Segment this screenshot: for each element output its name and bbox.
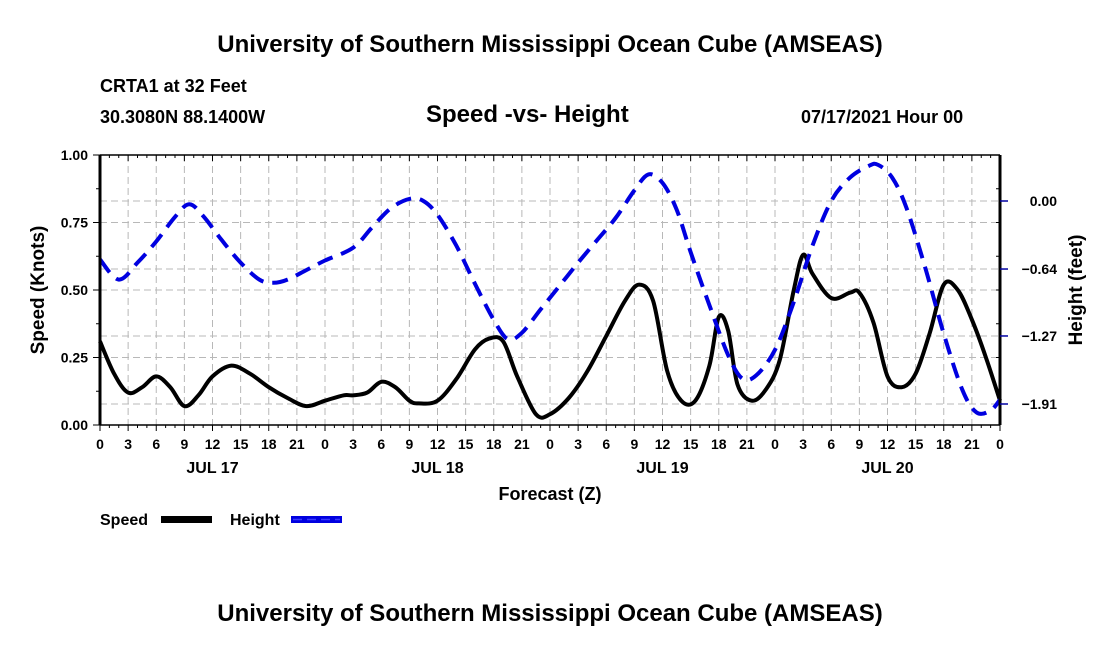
x-tick-label: 9 — [405, 436, 413, 452]
x-day-label: JUL 19 — [636, 460, 688, 477]
series-layer — [98, 161, 1002, 420]
y2-axis-title: Height (feet) — [1066, 235, 1087, 346]
y-tick-label: 0.25 — [61, 350, 88, 366]
y2-tick-label: −1.27 — [1022, 328, 1058, 344]
x-tick-label: 0 — [771, 436, 779, 452]
axes — [93, 154, 1008, 431]
x-tick-label: 12 — [430, 436, 446, 452]
x-tick-label: 15 — [458, 436, 474, 452]
x-tick-label: 9 — [180, 436, 188, 452]
x-tick-label: 3 — [124, 436, 132, 452]
x-tick-label: 12 — [205, 436, 221, 452]
y2-tick-label: −1.91 — [1022, 396, 1058, 412]
x-tick-label: 12 — [655, 436, 671, 452]
x-tick-label: 12 — [880, 436, 896, 452]
legend-label-speed: Speed — [100, 512, 148, 529]
x-day-label: JUL 20 — [861, 460, 913, 477]
x-tick-label: 15 — [233, 436, 249, 452]
date-label: 07/17/2021 Hour 00 — [801, 107, 964, 127]
x-tick-label: 0 — [96, 436, 104, 452]
x-tick-label: 0 — [321, 436, 329, 452]
y-tick-label: 0.75 — [61, 215, 88, 231]
series-line-speed — [98, 252, 1002, 420]
x-tick-label: 21 — [739, 436, 755, 452]
x-tick-label: 6 — [377, 436, 385, 452]
y-axis-title: Speed (Knots) — [28, 226, 49, 355]
y2-tick-label: −0.64 — [1022, 261, 1058, 277]
x-tick-label: 6 — [827, 436, 835, 452]
x-tick-label: 0 — [996, 436, 1004, 452]
x-tick-label: 18 — [486, 436, 502, 452]
x-tick-label: 9 — [630, 436, 638, 452]
x-tick-label: 9 — [855, 436, 863, 452]
x-day-label: JUL 17 — [186, 460, 238, 477]
x-tick-label: 3 — [349, 436, 357, 452]
chart-subtitle: Speed -vs- Height — [426, 101, 629, 128]
y-tick-label: 0.50 — [61, 282, 88, 298]
x-tick-label: 6 — [152, 436, 160, 452]
legend-swatch-height — [291, 516, 342, 523]
x-tick-label: 18 — [936, 436, 952, 452]
x-axis-title: Forecast (Z) — [498, 484, 601, 504]
x-tick-label: 15 — [683, 436, 699, 452]
x-tick-label: 3 — [799, 436, 807, 452]
legend: Speed Height — [100, 512, 342, 529]
y-tick-label: 0.00 — [61, 417, 88, 433]
legend-label-height: Height — [230, 512, 280, 529]
coordinates-label: 30.3080N 88.1400W — [100, 107, 266, 127]
grid — [100, 155, 1000, 425]
chart-title: University of Southern Mississippi Ocean… — [217, 31, 883, 58]
x-tick-label: 21 — [289, 436, 305, 452]
x-tick-label: 21 — [514, 436, 530, 452]
x-tick-label: 18 — [711, 436, 727, 452]
y2-tick-label: 0.00 — [1030, 193, 1057, 209]
x-tick-label: 18 — [261, 436, 277, 452]
x-tick-label: 21 — [964, 436, 980, 452]
series-line-height — [98, 161, 1002, 416]
axis-labels: 0 3 6 9 12 15 18 21 0 3 6 9 12 15 18 21 0 3 6 9 12 15 18 21 0 3 6 9… — [28, 147, 1087, 504]
x-tick-label: 3 — [574, 436, 582, 452]
y-tick-label: 1.00 — [61, 147, 88, 163]
x-day-label: JUL 18 — [411, 460, 463, 477]
legend-swatch-speed — [161, 516, 212, 523]
station-label: CRTA1 at 32 Feet — [100, 76, 247, 96]
footer-title: University of Southern Mississippi Ocean… — [217, 600, 883, 627]
x-tick-label: 15 — [908, 436, 924, 452]
x-tick-label: 0 — [546, 436, 554, 452]
x-tick-label: 6 — [602, 436, 610, 452]
